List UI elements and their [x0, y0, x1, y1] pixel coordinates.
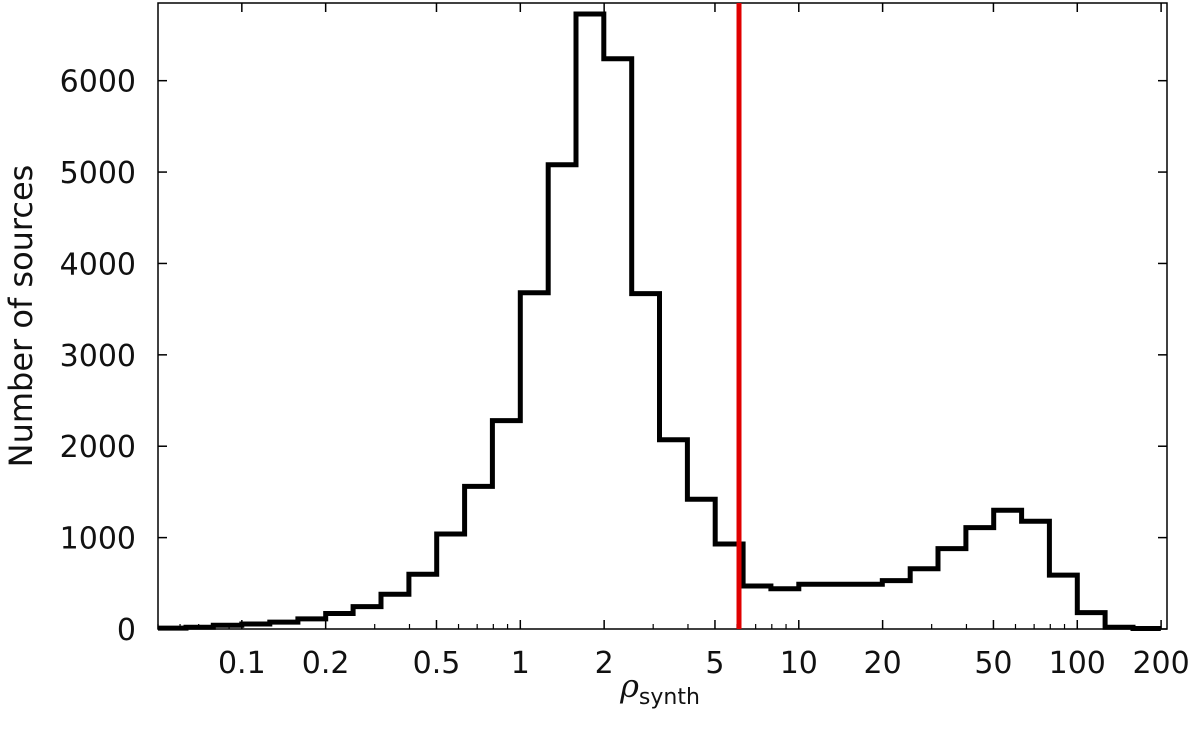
- histogram-bar: [381, 594, 409, 629]
- y-tick-label: 6000: [60, 65, 136, 100]
- histogram-bar: [1105, 627, 1133, 629]
- histogram-bar: [548, 165, 576, 629]
- histogram-bar: [465, 486, 493, 629]
- histogram-bar: [854, 584, 882, 629]
- histogram-bar: [213, 625, 242, 629]
- histogram-bar: [743, 586, 771, 629]
- x-tick-label: 1: [511, 646, 530, 681]
- histogram-bar: [186, 627, 213, 629]
- histogram-bar: [1077, 613, 1105, 629]
- histogram-bar: [715, 544, 743, 629]
- histogram-bar: [298, 619, 326, 629]
- x-axis: 0.1 0.2 0.5 1 2 5 10 20 50 100 200: [157, 3, 1190, 681]
- histogram-bar: [492, 421, 520, 629]
- histogram-bins: [158, 14, 1161, 629]
- histogram-bar: [604, 59, 632, 629]
- x-tick-label: 200: [1132, 646, 1189, 681]
- histogram-bar: [1049, 575, 1077, 629]
- y-tick-label: 5000: [60, 156, 136, 191]
- y-tick-label: 2000: [60, 430, 136, 465]
- histogram-bar: [437, 534, 465, 629]
- y-tick-label: 1000: [60, 522, 136, 557]
- histogram-bar: [799, 584, 827, 629]
- y-tick-label: 3000: [60, 339, 136, 374]
- x-tick-label: 20: [864, 646, 902, 681]
- histogram-bar: [882, 581, 910, 629]
- histogram-bar: [520, 293, 548, 629]
- x-tick-label: 10: [780, 646, 818, 681]
- y-axis: 0 1000 2000 3000 4000 5000 6000: [60, 65, 1167, 648]
- histogram-bar: [158, 628, 186, 629]
- y-tick-label: 0: [117, 613, 136, 648]
- x-tick-label: 0.5: [413, 646, 461, 681]
- histogram-bar: [827, 584, 855, 629]
- histogram-bar: [632, 294, 660, 629]
- x-tick-label: 5: [705, 646, 724, 681]
- y-axis-label: Number of sources: [2, 165, 40, 468]
- x-axis-label-symbol: ρ: [619, 667, 639, 705]
- histogram-bar: [353, 607, 381, 629]
- histogram-bar: [270, 622, 298, 629]
- histogram-bar: [1022, 521, 1050, 629]
- x-tick-label: 50: [974, 646, 1012, 681]
- x-tick-label: 0.2: [302, 646, 350, 681]
- x-tick-label: 0.1: [218, 646, 266, 681]
- histogram-bar: [687, 499, 715, 629]
- y-tick-label: 4000: [60, 247, 136, 282]
- x-axis-label-subscript: synth: [639, 685, 700, 710]
- histogram-bar: [910, 569, 938, 629]
- x-tick-label: 100: [1049, 646, 1106, 681]
- x-axis-label: ρsynth: [619, 667, 700, 710]
- histogram-bar: [326, 613, 353, 629]
- histogram-bar: [242, 624, 270, 629]
- histogram-series: [158, 11, 1161, 631]
- histogram-bar: [409, 574, 437, 629]
- histogram-bar: [576, 14, 604, 629]
- plot-frame: [157, 2, 1168, 630]
- histogram-bar: [660, 440, 688, 629]
- histogram-bar: [994, 510, 1022, 629]
- histogram-bar: [771, 589, 799, 629]
- histogram-bar: [938, 549, 966, 629]
- histogram-bar: [966, 528, 994, 629]
- x-tick-label: 2: [595, 646, 614, 681]
